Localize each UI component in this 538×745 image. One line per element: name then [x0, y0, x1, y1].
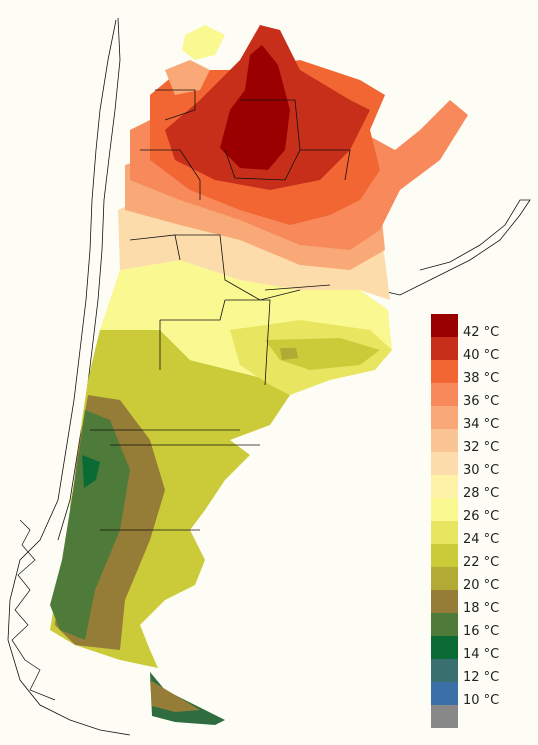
legend-swatch: [431, 337, 458, 360]
legend-item: 38 °C: [431, 360, 531, 386]
legend-swatch: [431, 429, 458, 452]
legend-item: 18 °C: [431, 590, 531, 616]
legend-item: 36 °C: [431, 383, 531, 409]
legend-item: 10 °C: [431, 682, 531, 708]
province-borders: [90, 89, 351, 531]
legend-label: 40 °C: [463, 348, 500, 363]
legend-item: 20 °C: [431, 567, 531, 593]
region-south-16: [50, 410, 130, 640]
legend-swatch: [431, 521, 458, 544]
legend-swatch: [431, 452, 458, 475]
legend-item: 30 °C: [431, 452, 531, 478]
region-north-42: [220, 45, 290, 170]
tierra-del-fuego-band: [150, 680, 200, 712]
region-north-orange: [165, 60, 210, 95]
legend-swatch: [431, 360, 458, 383]
legend-swatch: [431, 475, 458, 498]
legend-label: 22 °C: [463, 555, 500, 570]
legend-label: 28 °C: [463, 486, 500, 501]
legend-label: 12 °C: [463, 670, 500, 685]
legend-item: 12 °C: [431, 659, 531, 685]
legend-item: 24 °C: [431, 521, 531, 547]
legend-swatch: [431, 406, 458, 429]
legend-swatch: [431, 544, 458, 567]
legend-item: 40 °C: [431, 337, 531, 363]
legend-label: 34 °C: [463, 417, 500, 432]
region-center-20-spot: [280, 348, 298, 360]
legend-label: 42 °C: [463, 325, 500, 340]
legend-label: 18 °C: [463, 601, 500, 616]
legend-swatch: [431, 682, 458, 705]
legend-item: 34 °C: [431, 406, 531, 432]
legend-label: 14 °C: [463, 647, 500, 662]
legend-label: 10 °C: [463, 693, 500, 708]
region-south-14: [82, 455, 100, 488]
legend-swatch: [431, 613, 458, 636]
legend-item: 16 °C: [431, 613, 531, 639]
legend-label: 32 °C: [463, 440, 500, 455]
legend-swatch: [431, 636, 458, 659]
legend-swatch: [431, 567, 458, 590]
legend-item: [431, 705, 531, 728]
legend-label: 38 °C: [463, 371, 500, 386]
legend-swatch: [431, 383, 458, 406]
tierra-del-fuego: [150, 672, 225, 725]
legend-swatch: [431, 705, 458, 728]
legend-swatch: [431, 659, 458, 682]
legend-label: 20 °C: [463, 578, 500, 593]
south-chile-islands: [11, 519, 56, 701]
brazil-uruguay-outline: [377, 199, 531, 296]
legend-label: 16 °C: [463, 624, 500, 639]
legend-swatch: [431, 314, 458, 337]
legend-label: 26 °C: [463, 509, 500, 524]
region-center-22: [265, 338, 380, 370]
legend-swatch: [431, 590, 458, 613]
legend-label: 30 °C: [463, 463, 500, 478]
legend-item: 28 °C: [431, 475, 531, 501]
temperature-legend: 42 °C 40 °C 38 °C 36 °C 34 °C 32 °C 30 °C 28 °C…: [431, 314, 531, 728]
chile-outline: [7, 19, 131, 736]
chile-coast: [57, 17, 121, 541]
legend-swatch: [431, 498, 458, 521]
legend-item: 14 °C: [431, 636, 531, 662]
legend-label: 24 °C: [463, 532, 500, 547]
legend-item: 42 °C: [431, 314, 531, 340]
region-north-yellow: [182, 25, 225, 60]
legend-item: 32 °C: [431, 429, 531, 455]
legend-item: 26 °C: [431, 498, 531, 524]
legend-label: 36 °C: [463, 394, 500, 409]
legend-item: 22 °C: [431, 544, 531, 570]
